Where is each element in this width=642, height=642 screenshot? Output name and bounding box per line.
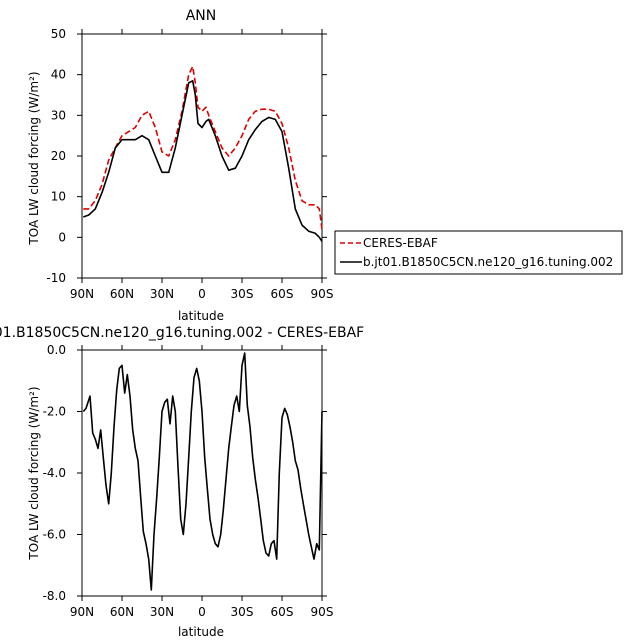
x-tick-label: 60S xyxy=(271,287,294,301)
y-tick-label: -6.0 xyxy=(43,528,66,542)
x-tick-label: 0 xyxy=(198,605,206,619)
bottom-plot-frame xyxy=(81,349,323,597)
x-tick-label: 90N xyxy=(70,605,94,619)
y-tick-label: 50 xyxy=(51,27,66,41)
x-tick-label: 0 xyxy=(198,287,206,301)
y-tick-label: 0 xyxy=(58,230,66,244)
bottom-panel-xlabel: latitude xyxy=(178,625,224,639)
bottom-panel: 01.B1850C5CN.ne120_g16.tuning.002 - CERE… xyxy=(0,325,364,639)
x-tick-label: 30S xyxy=(231,287,254,301)
top-panel-ylabel: TOA LW cloud forcing (W/m²) xyxy=(27,71,41,245)
x-tick-label: 60S xyxy=(271,605,294,619)
legend: CERES-EBAF b.jt01.B1850C5CN.ne120_g16.tu… xyxy=(334,230,623,275)
y-tick-label: -10 xyxy=(46,271,66,285)
y-tick-label: 0.0 xyxy=(47,343,66,357)
y-tick-label: -2.0 xyxy=(43,405,66,419)
x-tick-label: 30S xyxy=(231,605,254,619)
series-line-ceres-ebaf xyxy=(83,65,323,230)
y-tick-label: 20 xyxy=(51,149,66,163)
x-tick-label: 90S xyxy=(311,605,334,619)
bottom-panel-ylabel: TOA LW cloud forcing (W/m²) xyxy=(27,386,41,560)
bottom-panel-title: 01.B1850C5CN.ne120_g16.tuning.002 - CERE… xyxy=(0,325,364,341)
series-line-difference xyxy=(82,352,323,591)
y-tick-label: -4.0 xyxy=(43,466,66,480)
y-tick-label: 30 xyxy=(51,108,66,122)
x-tick-label: 30N xyxy=(150,605,174,619)
legend-box xyxy=(334,230,623,275)
x-tick-label: 60N xyxy=(110,287,134,301)
top-panel-title: ANN xyxy=(186,8,217,24)
legend-label-model: b.jt01.B1850C5CN.ne120_g16.tuning.002 xyxy=(363,255,613,269)
y-tick-label: 40 xyxy=(51,68,66,82)
y-tick-label: 10 xyxy=(51,190,66,204)
x-tick-label: 30N xyxy=(150,287,174,301)
x-tick-label: 90N xyxy=(70,287,94,301)
legend-label-ceres: CERES-EBAF xyxy=(363,236,438,250)
y-tick-label: -8.0 xyxy=(43,589,66,603)
top-panel-xlabel: latitude xyxy=(178,309,224,323)
x-tick-label: 90S xyxy=(311,287,334,301)
series-line-b-jt01-b1850c5cn-ne120-g16-tuning-002 xyxy=(83,80,323,242)
x-tick-label: 60N xyxy=(110,605,134,619)
top-panel: ANN -10 0 10 20 30 40 50 90N 60N 30N 0 30S 60S 90S l… xyxy=(27,8,333,323)
